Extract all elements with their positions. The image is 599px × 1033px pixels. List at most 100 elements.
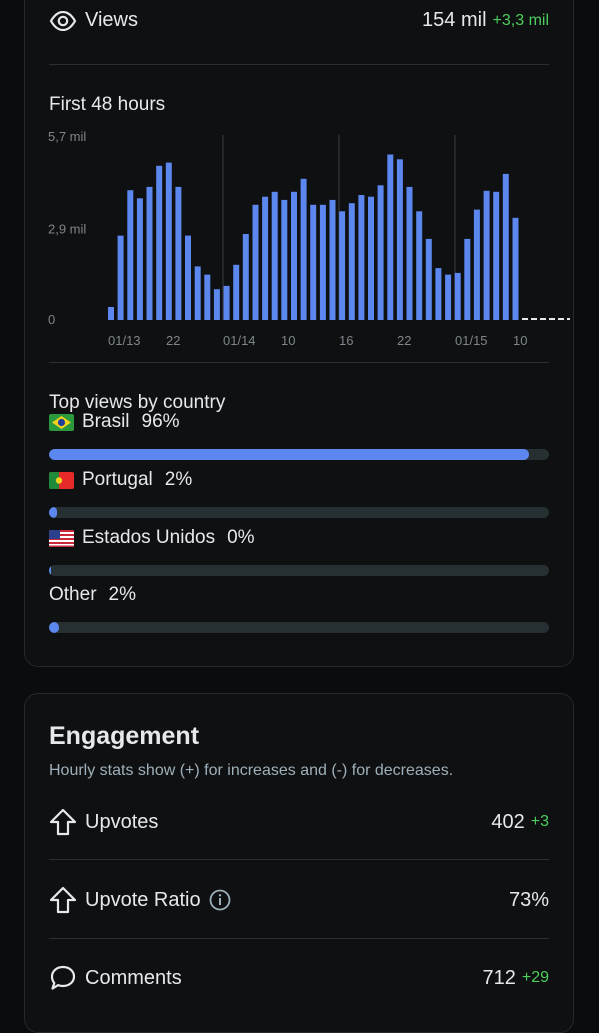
chart-bar xyxy=(300,178,307,320)
chart-bar xyxy=(233,264,240,320)
chart-bar xyxy=(473,209,480,320)
y-tick-label: 2,9 mil xyxy=(48,222,86,237)
divider xyxy=(49,64,549,65)
chart-bar xyxy=(387,154,394,320)
country-row[interactable]: Brasil 96% xyxy=(49,411,549,460)
comments-value: 712 xyxy=(482,966,516,989)
views-value: 154 mil xyxy=(422,9,487,31)
chart-bar xyxy=(435,268,442,320)
eye-icon xyxy=(49,10,77,31)
engagement-subtitle: Hourly stats show (+) for increases and … xyxy=(49,762,454,779)
country-name: Brasil xyxy=(82,411,130,432)
country-row[interactable]: Portugal 2% xyxy=(49,469,549,518)
country-percent: 0% xyxy=(227,527,255,548)
usa-flag-icon xyxy=(49,529,74,547)
views-card: Views 154 mil +3,3 mil First 48 hours 5,… xyxy=(24,0,574,667)
divider xyxy=(49,859,549,860)
upvotes-row[interactable]: Upvotes 402 +3 xyxy=(49,808,549,836)
chart-bar xyxy=(339,211,346,320)
country-bar-track xyxy=(49,507,549,518)
upvote-ratio-label: Upvote Ratio xyxy=(85,888,201,911)
country-name: Other xyxy=(49,584,97,605)
info-icon[interactable] xyxy=(209,889,231,911)
x-tick-label: 01/15 xyxy=(455,333,488,348)
views-delta: +3,3 mil xyxy=(492,11,549,29)
chart-bar xyxy=(223,285,230,320)
chart-bar xyxy=(396,159,403,320)
brazil-flag-icon xyxy=(49,413,74,431)
chart-bar xyxy=(358,195,365,320)
x-tick-label: 16 xyxy=(339,333,353,348)
chart-bar xyxy=(165,162,172,320)
chart-bar xyxy=(406,186,413,320)
portugal-flag-icon xyxy=(49,471,74,489)
upvote-ratio-row[interactable]: Upvote Ratio 73% xyxy=(49,886,549,914)
comments-row[interactable]: Comments 712 +29 xyxy=(49,964,549,992)
chart-bar xyxy=(185,235,191,320)
countries-title: Top views by country xyxy=(49,392,226,413)
views-label: Views xyxy=(85,9,138,31)
country-bar-fill xyxy=(49,622,59,633)
x-tick-label: 01/14 xyxy=(223,333,256,348)
chart-bar xyxy=(271,191,278,320)
chart-bar xyxy=(175,186,182,320)
x-tick-label: 22 xyxy=(397,333,411,348)
country-bar-fill xyxy=(49,449,529,460)
chart-bar xyxy=(329,199,336,320)
country-percent: 2% xyxy=(108,584,136,605)
country-bar-fill xyxy=(49,507,57,518)
country-name: Portugal xyxy=(82,469,153,490)
engagement-title: Engagement xyxy=(49,722,200,750)
chart-bar xyxy=(204,274,211,320)
chart-bar xyxy=(310,204,317,320)
country-percent: 96% xyxy=(141,411,180,432)
chart-bar xyxy=(319,204,326,320)
divider xyxy=(49,362,549,363)
chart-bar xyxy=(108,307,114,320)
upvotes-delta: +3 xyxy=(530,813,549,830)
chart-bar xyxy=(425,238,432,320)
chart-bar xyxy=(454,272,461,320)
chart-bar xyxy=(117,235,124,320)
country-label: Portugal 2% xyxy=(49,469,549,491)
country-row[interactable]: Other 2% xyxy=(49,584,549,633)
y-tick-label: 5,7 mil xyxy=(48,129,86,144)
upvote-ratio-value: 73% xyxy=(508,888,549,911)
upvotes-label: Upvotes xyxy=(85,810,159,833)
chart-bar xyxy=(348,203,355,320)
country-label: Estados Unidos 0% xyxy=(49,527,549,549)
upvote-arrow-icon xyxy=(49,886,77,914)
engagement-card: Engagement Hourly stats show (+) for inc… xyxy=(24,693,574,1033)
country-row[interactable]: Estados Unidos 0% xyxy=(49,527,549,576)
views-bar-chart: 5,7 mil 2,9 mil 0 01/13 22 01/14 10 16 22 01/15 10 xyxy=(48,129,570,348)
chart-bar xyxy=(127,190,134,320)
x-tick-label: 22 xyxy=(166,333,180,348)
comment-bubble-icon xyxy=(49,964,77,992)
chart-bar xyxy=(146,186,153,320)
country-label: Brasil 96% xyxy=(49,411,549,433)
chart-bar xyxy=(445,274,452,320)
country-bar-track xyxy=(49,449,549,460)
y-tick-label: 0 xyxy=(48,312,55,327)
x-tick-label: 01/13 xyxy=(108,333,141,348)
comments-label: Comments xyxy=(85,966,182,989)
chart-bar xyxy=(252,204,259,320)
country-name: Estados Unidos xyxy=(82,527,216,548)
chart-bar xyxy=(281,199,288,320)
chart-bar xyxy=(156,165,163,320)
views-row[interactable]: Views 154 mil +3,3 mil xyxy=(49,9,549,32)
chart-bar xyxy=(213,289,220,320)
divider xyxy=(49,938,549,939)
country-bar-fill xyxy=(49,565,51,576)
country-percent: 2% xyxy=(164,469,193,490)
chart-bar xyxy=(242,234,249,320)
chart-bar xyxy=(262,196,269,320)
upvote-arrow-icon xyxy=(49,808,77,836)
x-tick-label: 10 xyxy=(513,333,527,348)
chart-bar xyxy=(136,198,143,320)
chart-bar xyxy=(483,190,490,320)
chart-bar xyxy=(464,238,471,320)
chart-title: First 48 hours xyxy=(49,94,166,115)
chart-bar xyxy=(512,217,519,320)
chart-bar xyxy=(493,191,500,320)
